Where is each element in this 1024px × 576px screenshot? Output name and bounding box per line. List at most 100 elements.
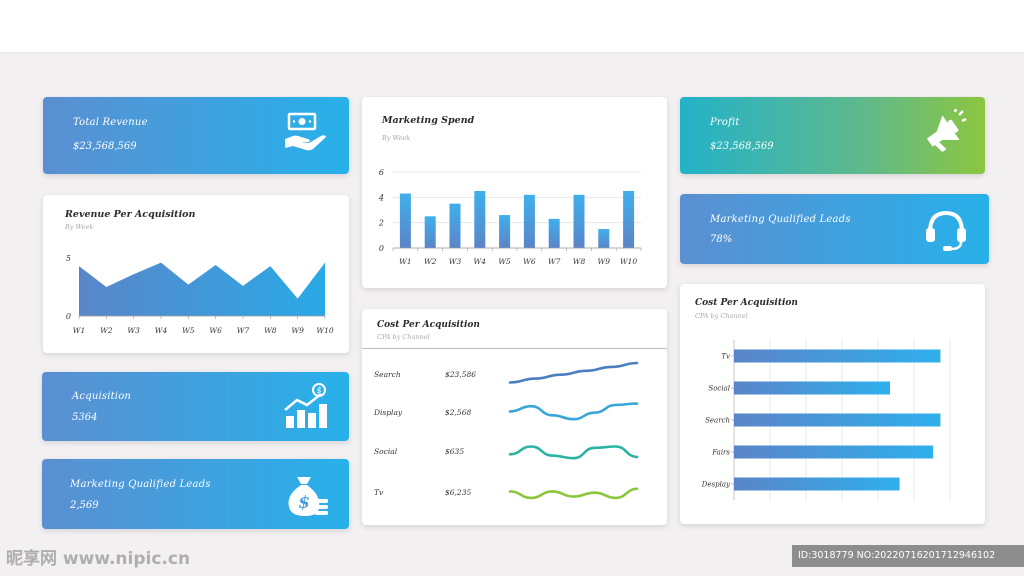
x-tick-label: W6 [209,326,222,335]
kpi-value: $23,568,569 [710,141,774,152]
chart-title: Cost Per Acquisition [377,320,480,330]
top-bar [0,0,1024,52]
chart-title: Marketing Spend [382,115,475,126]
kpi-total-revenue[interactable]: Total Revenue $23,568,569 [43,97,349,174]
x-tick-label: W3 [127,326,140,335]
x-tick-label: W2 [424,257,437,266]
y-tick-label: Social [708,385,730,393]
chart-subtitle: CPA by Channel [377,333,430,341]
kpi-profit[interactable]: Profit $23,568,569 [680,97,985,174]
cost-per-acquisition-bar-chart: Tv Social Search Fairs Desplay [701,340,951,500]
bar [598,229,610,248]
x-tick-label: W7 [237,326,250,335]
x-tick-label: W4 [155,326,168,335]
cpa-channel-value: $635 [445,447,465,456]
y-tick-label: 6 [379,168,384,177]
cpa-channel-value: $2,568 [445,408,472,417]
bar [424,216,436,248]
area-series [79,262,325,316]
growth-bars-icon: $ [284,383,327,428]
y-tick-label: 0 [66,312,71,321]
bar [734,413,941,427]
kpi-value: $23,568,569 [73,141,137,152]
bar [399,193,411,248]
y-tick-label: Tv [721,353,730,361]
marketing-spend-card: Marketing Spend By Week 0 2 4 6 W1 W2 W3 W4 W5 W6… [362,97,667,288]
kpi-acquisition[interactable]: Acquisition 5364 $ [42,372,349,441]
watermark-logo: 昵享网 www.nipic.cn [6,549,191,569]
x-tick-label: W8 [573,257,586,266]
y-tick-label: Fairs [711,449,730,457]
cpa-channel-value: $23,586 [445,370,477,379]
cpa-channel-label: Tv [374,488,384,497]
bar [474,191,486,248]
x-tick-label: W9 [598,257,611,266]
bar [734,477,900,491]
bar [623,191,635,248]
cost-per-acquisition-bar-card: Cost Per Acquisition CPA by Channel Tv So… [680,284,985,524]
bar [734,381,890,395]
cpa-channel-value: $6,235 [445,488,472,497]
bar [449,203,461,248]
cpa-channel-label: Search [374,370,401,379]
money-hand-icon [285,112,326,151]
cpa-channel-label: Social [374,447,398,456]
svg-text:$: $ [298,493,310,513]
money-bag-icon: $ [288,477,328,516]
x-tick-label: W5 [182,326,195,335]
bar [499,215,511,248]
sparkline [508,487,639,500]
headset-icon [926,210,966,251]
x-tick-label: W5 [498,257,511,266]
chart-title: Cost Per Acquisition [695,298,798,308]
sparkline [508,445,639,460]
chart-subtitle: By Week [382,134,411,142]
kpi-marketing-qualified-leads-percent[interactable]: Marketing Qualified Leads 78% [680,194,989,264]
x-tick-label: W6 [523,257,536,266]
bar [548,218,560,248]
bar [573,194,585,248]
svg-text:$: $ [316,386,321,395]
revenue-per-acquisition-chart: W1 W2 W3 W4 W5 W6 W7 W8 W9 W10 0 5 [66,254,334,335]
chart-subtitle: CPA by Channel [695,312,748,320]
chart-title: Revenue Per Acquisition [65,209,196,220]
x-tick-label: W10 [620,257,637,266]
divider [362,348,667,349]
kpi-title: Profit [710,117,740,128]
cost-per-acquisition-sparklines [508,361,639,500]
sparkline [508,402,639,421]
cpa-channel-label: Display [374,408,403,417]
y-tick-label: 5 [66,254,71,263]
x-tick-label: W9 [291,326,304,335]
bar [734,349,941,363]
x-tick-label: W3 [449,257,462,266]
kpi-value: 2,569 [70,500,99,511]
cost-per-acquisition-table-card: Cost Per Acquisition CPA by Channel Sear… [362,309,667,525]
megaphone-icon [926,109,967,153]
x-tick-label: W10 [316,326,333,335]
kpi-title: Acquisition [72,391,132,402]
x-tick-label: W4 [474,257,487,266]
x-tick-label: W2 [100,326,113,335]
x-tick-label: W1 [73,326,85,335]
x-tick-label: W7 [548,257,561,266]
y-tick-label: 2 [378,219,384,228]
chart-subtitle: By Week [65,223,94,231]
kpi-title: Marketing Qualified Leads [710,214,851,225]
kpi-title: Marketing Qualified Leads [70,479,211,490]
kpi-value: 78% [710,234,733,245]
bar [523,194,535,248]
kpi-title: Total Revenue [73,117,148,128]
revenue-per-acquisition-card: Revenue Per Acquisition By Week W1 W2 W3 W4… [43,195,349,353]
sparkline [508,361,639,384]
y-tick-label: Search [705,417,730,425]
kpi-value: 5364 [72,412,98,423]
marketing-spend-chart: 0 2 4 6 W1 W2 W3 W4 W5 W6 W7 W8 W9 W10 [378,168,642,266]
x-tick-label: W1 [399,257,411,266]
y-tick-label: 4 [378,193,384,202]
watermark-id: ID:3018779 NO:20220716201712946102 [792,545,1024,567]
kpi-marketing-qualified-leads-count[interactable]: Marketing Qualified Leads 2,569 $ [42,459,349,529]
x-tick-label: W8 [264,326,277,335]
y-tick-label: Desplay [701,481,731,489]
bar [734,445,934,459]
